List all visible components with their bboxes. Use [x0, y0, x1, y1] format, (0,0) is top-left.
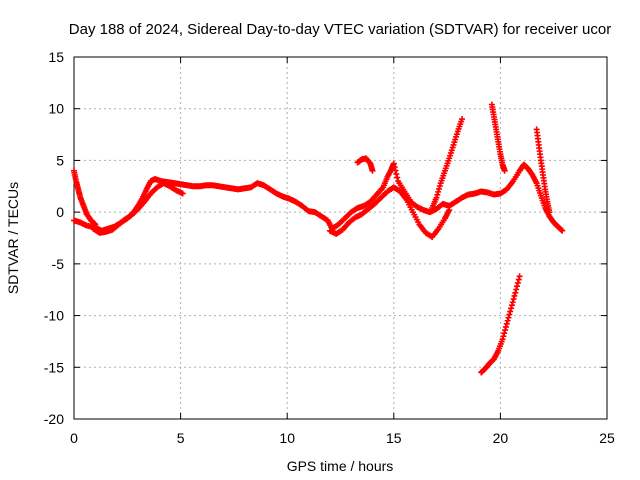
x-tick-label: 25 [599, 430, 615, 446]
series-low-track [478, 273, 523, 376]
data-point [393, 171, 400, 178]
series-bump-near-13-8h [354, 155, 376, 174]
data-point [511, 292, 518, 299]
y-axis-ticks: -20 -15 -10 -5 0 5 10 15 [44, 49, 607, 427]
y-tick-label: 15 [48, 49, 64, 65]
data-point [502, 323, 509, 330]
data-point [499, 336, 506, 343]
data-point [433, 194, 440, 201]
x-tick-label: 10 [279, 430, 295, 446]
data-point [512, 289, 519, 296]
series-bump-near-19-6h [488, 101, 508, 174]
data-point [391, 164, 398, 171]
data-point [394, 174, 401, 181]
series-bump-near-21-7h [533, 126, 553, 216]
data-point [505, 314, 512, 321]
data-point [507, 308, 514, 315]
y-tick-label: 5 [56, 152, 64, 168]
data-point [446, 207, 453, 214]
data-point [515, 276, 522, 283]
data-point [390, 160, 397, 167]
x-axis-label: GPS time / hours [287, 458, 394, 474]
x-axis-ticks: 0 5 10 15 20 25 [70, 57, 615, 446]
data-point [435, 185, 442, 192]
data-points [71, 101, 566, 376]
data-point [501, 330, 508, 337]
y-tick-label: -20 [44, 411, 64, 427]
data-point [514, 283, 521, 290]
data-point [516, 273, 523, 280]
y-tick-label: 0 [56, 204, 64, 220]
data-point [502, 327, 509, 334]
data-point [435, 188, 442, 195]
data-point [92, 221, 99, 228]
chart-title: Day 188 of 2024, Sidereal Day-to-day VTE… [69, 21, 611, 38]
data-point [510, 296, 517, 303]
y-tick-label: -10 [44, 308, 64, 324]
series-secondary-arc [90, 180, 186, 236]
data-point [508, 305, 515, 312]
data-point [513, 286, 520, 293]
data-point [369, 167, 376, 174]
y-tick-label: -15 [44, 359, 64, 375]
series-afternoon-arc [326, 184, 453, 240]
series-start-drop [71, 167, 99, 228]
data-point [392, 167, 399, 174]
data-point [91, 220, 98, 227]
plot-area-border [73, 56, 608, 420]
x-tick-label: 5 [177, 430, 185, 446]
data-point [504, 317, 511, 324]
x-tick-label: 0 [70, 430, 78, 446]
y-tick-label: -5 [52, 256, 65, 272]
data-point [514, 279, 521, 286]
data-point [506, 311, 513, 318]
data-point [546, 209, 553, 216]
data-point [501, 167, 508, 174]
y-axis-label: SDTVAR / TECUs [5, 182, 21, 294]
data-point [509, 299, 516, 306]
series-rise-to-18h [429, 116, 466, 212]
data-point [500, 333, 507, 340]
data-point [434, 191, 441, 198]
data-point [459, 116, 466, 123]
data-point [436, 183, 443, 190]
data-point [558, 226, 565, 233]
data-point [503, 320, 510, 327]
grid-lines [74, 57, 607, 419]
data-point [559, 227, 566, 234]
data-point [508, 302, 515, 309]
x-tick-label: 15 [386, 430, 402, 446]
data-point [179, 190, 186, 197]
y-tick-label: 10 [48, 101, 64, 117]
x-tick-label: 20 [493, 430, 509, 446]
